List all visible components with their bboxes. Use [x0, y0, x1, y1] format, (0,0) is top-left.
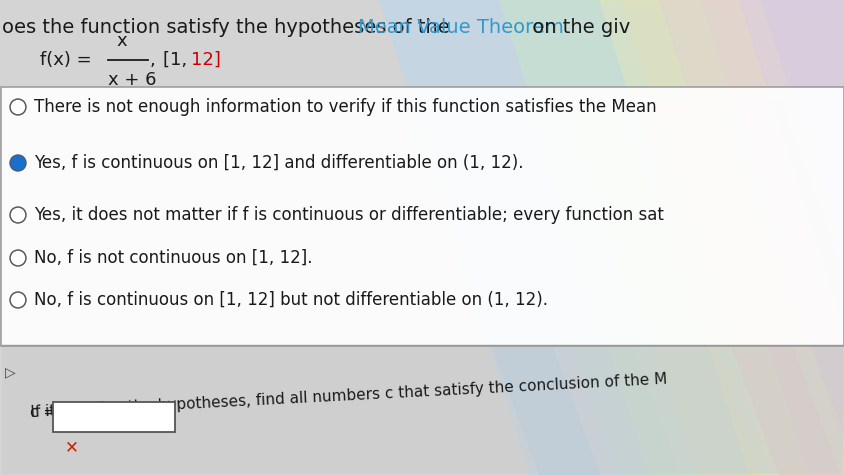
FancyBboxPatch shape	[53, 402, 175, 432]
Circle shape	[12, 209, 24, 221]
FancyBboxPatch shape	[2, 346, 842, 474]
Text: No, f is not continuous on [1, 12].: No, f is not continuous on [1, 12].	[34, 249, 312, 267]
Text: 12]: 12]	[191, 51, 220, 69]
Circle shape	[13, 158, 23, 168]
Text: x: x	[116, 32, 127, 50]
Circle shape	[10, 207, 26, 223]
Circle shape	[10, 99, 26, 115]
FancyBboxPatch shape	[1, 87, 843, 346]
Circle shape	[11, 156, 25, 170]
Polygon shape	[739, 0, 844, 475]
Polygon shape	[599, 0, 844, 475]
Polygon shape	[719, 100, 844, 475]
Polygon shape	[380, 0, 769, 475]
Circle shape	[12, 251, 24, 265]
Text: [1,: [1,	[163, 51, 192, 69]
Text: c =: c =	[30, 405, 56, 420]
Text: ,: ,	[150, 51, 155, 69]
Polygon shape	[479, 100, 679, 475]
Text: ▷: ▷	[5, 365, 15, 379]
Text: ✕: ✕	[65, 438, 78, 456]
Circle shape	[10, 155, 26, 171]
Polygon shape	[560, 100, 759, 475]
Text: If it satisfies the hypotheses, find all numbers c that satisfy the conclusion o: If it satisfies the hypotheses, find all…	[30, 372, 667, 420]
Text: No, f is continuous on [1, 12] but not differentiable on (1, 12).: No, f is continuous on [1, 12] but not d…	[34, 291, 548, 309]
Text: Mean Value Theorem: Mean Value Theorem	[358, 18, 563, 37]
Polygon shape	[659, 0, 844, 475]
Text: Yes, it does not matter if f is continuous or differentiable; every function sat: Yes, it does not matter if f is continuo…	[34, 206, 663, 224]
Text: There is not enough information to verify if this function satisfies the Mean: There is not enough information to verif…	[34, 98, 656, 116]
Text: Yes, f is continuous on [1, 12] and differentiable on (1, 12).: Yes, f is continuous on [1, 12] and diff…	[34, 154, 523, 172]
Circle shape	[12, 101, 24, 114]
Polygon shape	[500, 0, 844, 475]
Circle shape	[10, 250, 26, 266]
Text: on the giv: on the giv	[525, 18, 630, 37]
Polygon shape	[639, 100, 839, 475]
Polygon shape	[399, 100, 599, 475]
Circle shape	[12, 294, 24, 306]
Circle shape	[10, 292, 26, 308]
Text: f(x) =: f(x) =	[40, 51, 97, 69]
Text: x + 6: x + 6	[108, 71, 156, 89]
Text: oes the function satisfy the hypotheses of the: oes the function satisfy the hypotheses …	[2, 18, 456, 37]
